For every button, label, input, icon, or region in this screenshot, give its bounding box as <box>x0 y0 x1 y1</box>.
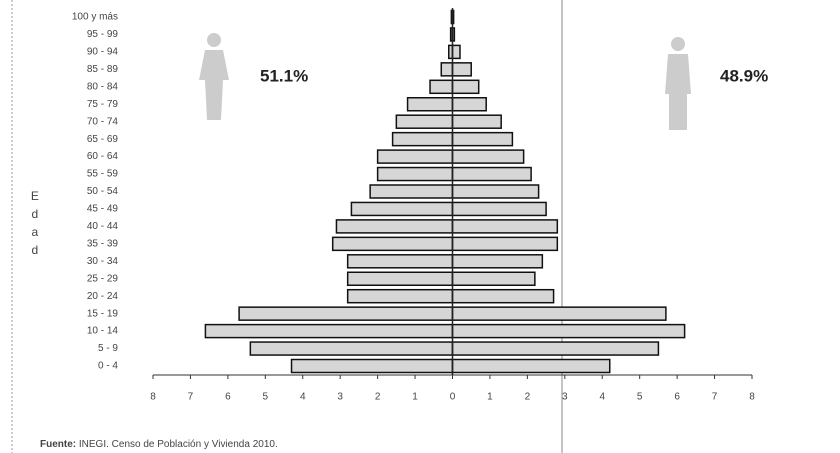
annotation: 48.9% <box>720 66 768 85</box>
bar <box>376 149 454 164</box>
x-tick-label: 2 <box>375 392 381 403</box>
bar <box>346 288 454 304</box>
x-tick-label: 5 <box>263 392 269 403</box>
bar <box>451 44 461 60</box>
category-label: 55 - 59 <box>87 169 119 180</box>
bar <box>346 254 454 269</box>
category-label: 35 - 39 <box>87 238 119 249</box>
bar <box>335 219 454 234</box>
bar <box>451 236 559 252</box>
bar <box>451 271 536 286</box>
bar <box>451 149 525 164</box>
bar <box>451 79 480 95</box>
category-label: 15 - 19 <box>87 308 119 319</box>
x-tick-label: 4 <box>300 392 306 403</box>
category-label: 45 - 49 <box>87 204 119 215</box>
annotation: 51.1% <box>260 66 308 85</box>
bar <box>331 236 454 252</box>
bar <box>451 114 502 129</box>
x-tick-label: 0 <box>450 392 456 403</box>
bar <box>204 323 454 339</box>
bar <box>451 341 660 356</box>
x-tick-label: 1 <box>412 392 418 403</box>
category-label: 25 - 29 <box>87 273 119 284</box>
category-label: 65 - 69 <box>87 134 119 145</box>
category-label: 60 - 64 <box>87 151 119 162</box>
bar <box>451 184 540 199</box>
bar <box>451 358 611 374</box>
category-label: 0 - 4 <box>98 361 118 372</box>
category-label: 20 - 24 <box>87 291 119 302</box>
x-tick-label: 2 <box>525 392 531 403</box>
category-label: 30 - 34 <box>87 256 119 267</box>
category-label: 95 - 99 <box>87 29 119 40</box>
category-label: 40 - 44 <box>87 221 119 232</box>
x-tick-label: 8 <box>150 392 156 403</box>
x-tick-label: 7 <box>188 392 194 403</box>
source: Fuente: INEGI. Censo de Población y Vivi… <box>40 439 278 450</box>
y-axis-label: Edad <box>28 189 42 261</box>
female-icon <box>199 33 229 120</box>
x-tick-label: 3 <box>562 392 568 403</box>
x-tick-label: 6 <box>674 392 680 403</box>
bar <box>451 254 544 269</box>
x-tick-label: 8 <box>749 392 755 403</box>
bar <box>451 288 555 304</box>
bar <box>350 201 454 217</box>
x-tick-label: 4 <box>599 392 605 403</box>
bar <box>290 358 454 374</box>
bar <box>395 114 454 129</box>
bar <box>451 306 667 321</box>
category-label: 70 - 74 <box>87 116 119 127</box>
x-tick-label: 1 <box>487 392 493 403</box>
bar <box>391 131 454 147</box>
x-tick-label: 7 <box>712 392 718 403</box>
bar <box>369 184 454 199</box>
x-tick-label: 5 <box>637 392 643 403</box>
x-tick-label: 6 <box>225 392 231 403</box>
category-label: 90 - 94 <box>87 47 119 58</box>
category-label: 50 - 54 <box>87 186 119 197</box>
bar <box>451 323 686 339</box>
bar <box>249 341 454 356</box>
bar <box>429 79 454 95</box>
bar <box>451 219 559 234</box>
source-label: Fuente: <box>40 439 76 450</box>
x-tick-label: 3 <box>337 392 343 403</box>
bar <box>440 62 454 77</box>
bar <box>406 97 454 112</box>
category-label: 10 - 14 <box>87 326 119 337</box>
source-text: INEGI. Censo de Población y Vivienda 201… <box>76 439 278 450</box>
bar <box>238 306 454 321</box>
category-label: 100 y más <box>72 12 118 23</box>
category-label: 80 - 84 <box>87 81 119 92</box>
bar <box>451 131 514 147</box>
bar <box>451 97 487 112</box>
male-icon <box>665 37 691 130</box>
bar <box>376 166 454 182</box>
category-label: 5 - 9 <box>98 343 118 354</box>
bar <box>451 166 532 182</box>
category-label: 85 - 89 <box>87 64 119 75</box>
bar <box>346 271 454 286</box>
bar <box>451 201 547 217</box>
category-label: 75 - 79 <box>87 99 119 110</box>
bar <box>451 62 472 77</box>
